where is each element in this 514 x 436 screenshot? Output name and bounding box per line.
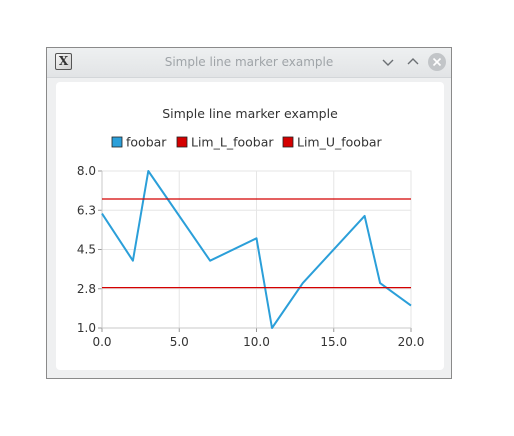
line-chart: Simple line marker example foobar Lim_L_f… bbox=[77, 106, 424, 349]
legend-item-foobar[interactable]: foobar bbox=[111, 135, 167, 150]
legend-label: Lim_L_foobar bbox=[191, 135, 274, 150]
legend-item-lim-l-foobar[interactable]: Lim_L_foobar bbox=[176, 135, 274, 150]
maximize-button[interactable] bbox=[404, 53, 422, 71]
x-tick-label: 15.0 bbox=[320, 335, 347, 349]
chart-axes: 0.0 5.0 10.0 15.0 20.0 1.0 2.8 4.5 6.3 8.0 bbox=[77, 164, 424, 349]
x-tick-label: 10.0 bbox=[243, 335, 270, 349]
legend-label: foobar bbox=[126, 135, 167, 150]
y-tick-label: 8.0 bbox=[77, 164, 96, 178]
minimize-button[interactable] bbox=[379, 53, 397, 71]
chart-grid bbox=[101, 170, 412, 329]
main-window: X Simple line marker example Simple line… bbox=[46, 47, 452, 379]
chevron-up-icon bbox=[407, 58, 419, 65]
close-icon bbox=[432, 57, 442, 67]
y-tick-label: 1.0 bbox=[77, 321, 96, 335]
legend-swatch bbox=[111, 136, 123, 148]
y-tick-label: 6.3 bbox=[77, 203, 96, 217]
legend-item-lim-u-foobar[interactable]: Lim_U_foobar bbox=[282, 135, 383, 150]
x-tick-label: 0.0 bbox=[92, 335, 111, 349]
chart-legend: foobar Lim_L_foobar Lim_U_foobar bbox=[111, 135, 383, 150]
series-line-foobar bbox=[101, 170, 412, 329]
window-title: Simple line marker example bbox=[164, 55, 334, 69]
close-button[interactable] bbox=[428, 53, 446, 71]
legend-swatch bbox=[176, 136, 188, 148]
legend-label: Lim_U_foobar bbox=[297, 135, 383, 150]
app-icon: X bbox=[55, 53, 72, 70]
title-bar[interactable]: X Simple line marker example bbox=[47, 48, 451, 78]
chart-panel: Simple line marker example foobar Lim_L_f… bbox=[56, 82, 444, 370]
y-tick-label: 4.5 bbox=[77, 243, 96, 257]
x-tick-label: 20.0 bbox=[398, 335, 425, 349]
chevron-down-icon bbox=[382, 59, 394, 66]
y-tick-label: 2.8 bbox=[77, 282, 96, 296]
chart-title: Simple line marker example bbox=[162, 106, 338, 121]
chart-series bbox=[101, 170, 412, 329]
legend-swatch bbox=[282, 136, 294, 148]
x-tick-label: 5.0 bbox=[170, 335, 189, 349]
